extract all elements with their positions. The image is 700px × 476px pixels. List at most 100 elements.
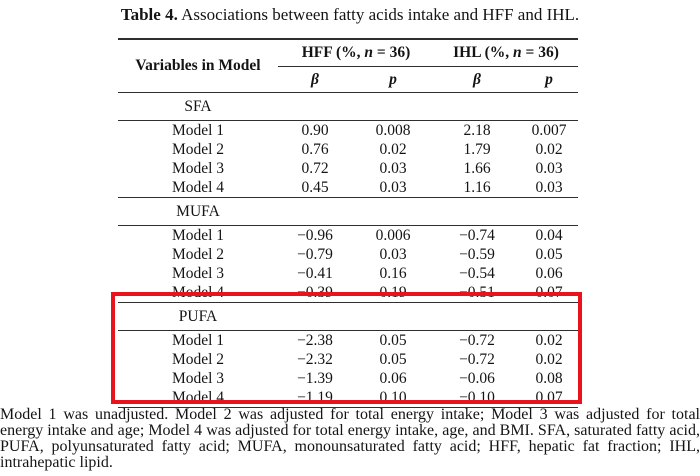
value-cell: −2.32	[297, 351, 333, 368]
hff-group-pre: HFF (%,	[301, 44, 365, 61]
empty-cell	[352, 302, 434, 331]
results-table: Variables in Model HFF (%, n = 36) IHL (…	[118, 38, 579, 408]
ihl-group-post: = 36)	[521, 44, 559, 61]
empty-cell	[434, 197, 520, 226]
value-cell: 1.66	[463, 160, 491, 177]
table-row: Model 4 −1.19 0.10 −0.10 0.07	[118, 388, 578, 408]
table-row: Model 3 0.72 0.03 1.66 0.03	[118, 159, 578, 178]
value-cell: 0.02	[535, 332, 563, 349]
table-row: Model 3 −0.41 0.16 −0.54 0.06	[118, 264, 578, 283]
column-header-p-hff: p	[352, 66, 434, 93]
value-cell: 0.06	[379, 370, 407, 387]
ihl-group-n: n	[513, 44, 522, 61]
table-row: Model 4 0.45 0.03 1.16 0.03	[118, 178, 578, 198]
column-header-variables: Variables in Model	[118, 39, 278, 93]
group-header-row: Variables in Model HFF (%, n = 36) IHL (…	[118, 39, 579, 93]
table-row: Model 2 −0.79 0.03 −0.59 0.05	[118, 245, 578, 264]
value-cell: 0.19	[379, 284, 407, 301]
value-cell: −0.54	[459, 265, 495, 282]
row-label: Model 2	[171, 246, 225, 263]
value-cell: −0.72	[459, 351, 495, 368]
table-caption: Table 4. Associations between fatty acid…	[0, 4, 700, 26]
value-cell: 0.006	[375, 227, 411, 244]
value-cell: 0.04	[535, 227, 563, 244]
value-cell: 0.45	[301, 179, 329, 196]
row-label: Model 4	[171, 284, 225, 301]
column-header-beta-ihl: β	[434, 66, 520, 93]
empty-cell	[520, 197, 579, 226]
row-label: Model 3	[171, 160, 225, 177]
value-cell: 0.03	[535, 179, 563, 196]
value-cell: 0.03	[379, 179, 407, 196]
hff-group-n: n	[364, 44, 374, 61]
column-header-beta-hff: β	[278, 66, 352, 93]
value-cell: 0.76	[301, 141, 329, 158]
column-group-hff: HFF (%, n = 36)	[278, 39, 434, 67]
value-cell: 0.07	[535, 284, 563, 301]
row-label: Model 4	[171, 179, 225, 196]
value-cell: 0.03	[535, 160, 563, 177]
section-label: SFA	[118, 92, 278, 121]
empty-cell	[352, 92, 434, 121]
value-cell: 0.16	[379, 265, 407, 282]
section-header-row-pufa: PUFA	[118, 302, 579, 331]
empty-cell	[520, 92, 579, 121]
row-label: Model 1	[171, 227, 225, 244]
value-cell: −0.06	[459, 370, 495, 387]
table-row: Model 2 0.76 0.02 1.79 0.02	[118, 140, 578, 159]
value-cell: 0.02	[379, 141, 407, 158]
empty-cell	[278, 197, 352, 226]
value-cell: 0.05	[535, 246, 563, 263]
value-cell: −0.39	[297, 284, 333, 301]
table-body: SFA Model 1 0.90 0.008 2.18 0.007 Model 2 0.76 0…	[118, 92, 579, 408]
table-footnote: Model 1 was unadjusted. Model 2 was adju…	[0, 406, 700, 471]
table-header: Variables in Model HFF (%, n = 36) IHL (…	[118, 39, 579, 93]
value-cell: −0.59	[459, 246, 495, 263]
row-label: Model 4	[171, 389, 225, 406]
value-cell: −0.41	[297, 265, 333, 282]
empty-cell	[278, 92, 352, 121]
value-cell: 0.05	[379, 332, 407, 349]
value-cell: −0.10	[459, 389, 495, 406]
value-cell: −0.79	[297, 246, 333, 263]
section-label: PUFA	[118, 302, 278, 331]
table-caption-text: Associations between fatty acids intake …	[177, 5, 580, 24]
empty-cell	[520, 302, 579, 331]
table-row: Model 3 −1.39 0.06 −0.06 0.08	[118, 369, 578, 388]
value-cell: 0.07	[535, 389, 563, 406]
value-cell: −1.19	[297, 389, 333, 406]
value-cell: 0.02	[535, 351, 563, 368]
value-cell: 0.10	[379, 389, 407, 406]
value-cell: 1.79	[463, 141, 491, 158]
value-cell: 0.03	[379, 246, 407, 263]
row-label: Model 3	[171, 370, 225, 387]
value-cell: −1.39	[297, 370, 333, 387]
value-cell: −0.74	[459, 227, 495, 244]
value-cell: 0.08	[535, 370, 563, 387]
column-header-p-ihl: p	[520, 66, 579, 93]
row-label: Model 2	[171, 351, 225, 368]
empty-cell	[278, 302, 352, 331]
column-group-ihl: IHL (%, n = 36)	[434, 39, 579, 67]
empty-cell	[352, 197, 434, 226]
hff-group-post: = 36)	[373, 44, 411, 61]
empty-cell	[434, 302, 520, 331]
table-row: Model 1 0.90 0.008 2.18 0.007	[118, 121, 578, 141]
section-header-row-mufa: MUFA	[118, 197, 579, 226]
value-cell: 0.007	[531, 122, 567, 139]
value-cell: −0.51	[459, 284, 495, 301]
value-cell: −2.38	[297, 332, 333, 349]
row-label: Model 1	[171, 332, 225, 349]
row-label: Model 2	[171, 141, 225, 158]
value-cell: 0.03	[379, 160, 407, 177]
value-cell: 0.05	[379, 351, 407, 368]
ihl-group-pre: IHL (%,	[453, 44, 513, 61]
section-label: MUFA	[118, 197, 278, 226]
value-cell: −0.96	[297, 227, 333, 244]
value-cell: 1.16	[463, 179, 491, 196]
row-label: Model 3	[171, 265, 225, 282]
empty-cell	[434, 92, 520, 121]
value-cell: 0.72	[301, 160, 329, 177]
value-cell: 0.02	[535, 141, 563, 158]
